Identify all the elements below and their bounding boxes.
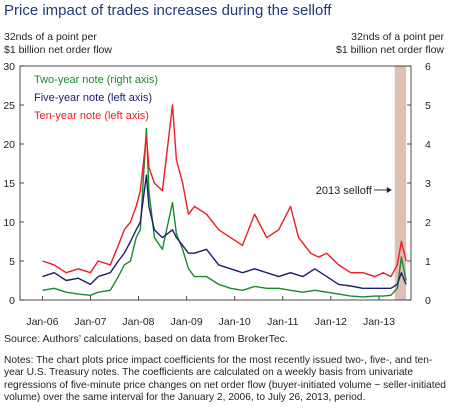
right-tick-label: 4 [425,139,431,151]
right-axis-unit: 32nds of a point per $1 billion net orde… [336,31,444,57]
selloff-arrowhead [386,187,392,193]
right-tick-label: 5 [425,100,431,112]
price-impact-chart: 0 5 10 15 20 25 30 0 1 2 3 4 5 6 Jan-06 Jan-07 Jan-08 Jan… [3,61,431,328]
x-tick-label: Jan-12 [315,316,347,328]
right-tick-label: 0 [425,295,431,307]
left-tick-label: 25 [3,100,15,112]
right-axis-unit-line-1: 32nds of a point per [351,31,444,43]
legend-entry: Ten-year note (left axis) [34,110,149,122]
selloff-label: 2013 selloff [316,185,373,197]
x-tick-label: Jan-09 [171,316,203,328]
left-axis-unit-line-2: $1 billion net order flow [4,44,112,56]
selloff-shade [394,66,407,300]
x-tick-label: Jan-10 [219,316,251,328]
x-tick-label: Jan-06 [26,316,58,328]
notes-text: Notes: The chart plots price impact coef… [4,355,446,404]
source-note: Source: Authors’ calculations, based on … [4,333,288,345]
left-tick-label: 5 [9,256,15,268]
legend-entry: Five-year note (left axis) [34,92,152,104]
left-tick-label: 15 [3,178,15,190]
chart-title: Price impact of trades increases during … [4,2,332,19]
x-tick-label: Jan-08 [122,316,154,328]
left-axis-unit: 32nds of a point per $1 billion net orde… [4,31,112,57]
legend-entry: Two-year note (right axis) [34,74,158,86]
right-tick-label: 2 [425,217,431,229]
series-line-five-year [42,174,407,289]
right-tick-label: 6 [425,61,431,73]
right-tick-label: 3 [425,178,431,190]
series-line-two-year [42,127,407,298]
series-line-ten-year [42,104,407,278]
left-axis-unit-line-1: 32nds of a point per [4,31,97,43]
left-tick-label: 0 [9,295,15,307]
left-tick-label: 10 [3,217,15,229]
left-tick-label: 30 [3,61,15,73]
x-tick-label: Jan-07 [74,316,106,328]
left-tick-label: 20 [3,139,15,151]
x-tick-label: Jan-13 [363,316,395,328]
x-tick-label: Jan-11 [267,316,298,328]
right-tick-label: 1 [425,256,431,268]
right-axis-unit-line-2: $1 billion net order flow [336,44,444,56]
